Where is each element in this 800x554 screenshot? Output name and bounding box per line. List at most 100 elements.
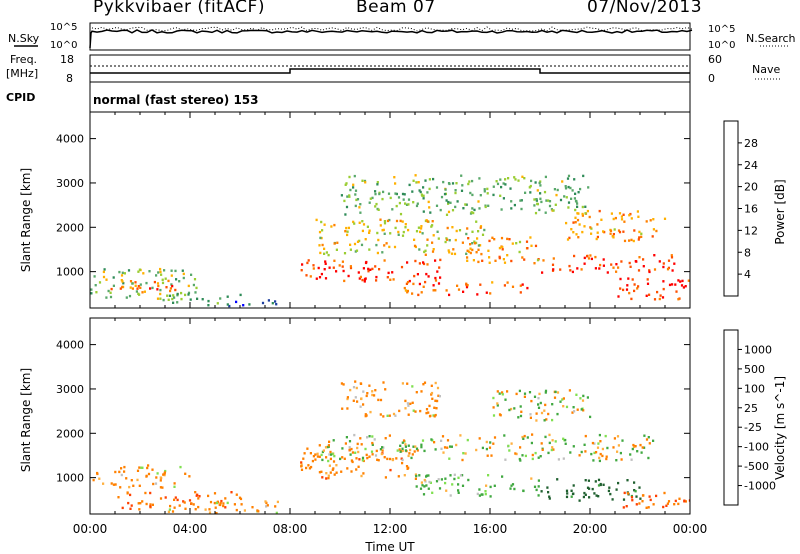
data-cell xyxy=(429,481,432,484)
data-cell xyxy=(173,506,176,509)
data-cell xyxy=(103,268,106,271)
data-cell xyxy=(159,292,162,296)
data-cell xyxy=(355,457,358,460)
data-cell xyxy=(449,201,452,204)
data-cell xyxy=(578,223,581,226)
data-cell xyxy=(169,287,172,290)
data-cell xyxy=(368,435,371,438)
colorbar-tick: 8 xyxy=(744,246,751,259)
data-cell xyxy=(368,248,371,251)
data-cell xyxy=(656,290,659,294)
data-cell xyxy=(468,180,471,183)
data-cell xyxy=(335,248,338,251)
data-cell xyxy=(580,408,583,411)
data-cell xyxy=(457,483,460,486)
data-cell xyxy=(112,483,115,486)
data-cell xyxy=(566,238,570,241)
data-cell xyxy=(478,437,481,440)
data-cell xyxy=(581,214,584,217)
data-cell xyxy=(300,468,304,471)
data-cell xyxy=(156,472,159,475)
data-cell xyxy=(587,479,590,482)
data-cell xyxy=(470,211,473,214)
data-cell xyxy=(371,435,374,438)
data-cell xyxy=(386,276,389,279)
data-cell xyxy=(335,464,338,467)
data-cell xyxy=(523,392,527,395)
data-cell xyxy=(583,443,586,446)
data-cell xyxy=(457,489,460,492)
data-cell xyxy=(192,283,195,287)
data-cell xyxy=(451,209,455,212)
data-cell xyxy=(415,485,418,488)
data-cell xyxy=(629,265,632,268)
data-cell xyxy=(605,457,608,461)
data-cell xyxy=(575,233,578,236)
data-cell xyxy=(643,446,646,449)
data-cell xyxy=(190,502,193,505)
data-cell xyxy=(608,486,611,489)
data-cell xyxy=(420,390,423,393)
data-cell xyxy=(373,438,376,441)
data-cell xyxy=(500,208,503,211)
data-cell xyxy=(597,484,601,487)
data-cell xyxy=(411,453,414,456)
data-cell xyxy=(362,403,365,406)
nsky-right-tick-top: 10^5 xyxy=(708,24,735,35)
data-cell xyxy=(466,227,469,230)
data-cell xyxy=(107,289,110,293)
data-cell xyxy=(455,182,458,185)
data-cell xyxy=(535,199,538,202)
data-cell xyxy=(266,504,269,507)
date-title: 07/Nov/2013 xyxy=(587,0,703,17)
data-cell xyxy=(529,236,532,239)
data-cell xyxy=(559,268,562,271)
data-cell xyxy=(137,292,140,295)
data-cell xyxy=(651,235,654,238)
data-cell xyxy=(343,279,346,283)
data-cell xyxy=(389,196,392,200)
data-cell xyxy=(159,267,162,271)
data-cell xyxy=(581,230,584,234)
data-cell xyxy=(355,249,359,252)
data-cell xyxy=(350,447,353,451)
data-cell xyxy=(582,174,585,178)
data-cell xyxy=(404,289,407,292)
data-cell xyxy=(422,285,425,288)
data-cell xyxy=(583,225,586,228)
data-cell xyxy=(662,287,665,291)
data-cell xyxy=(382,446,385,449)
data-cell xyxy=(543,419,546,422)
data-cell xyxy=(501,393,504,396)
data-cell xyxy=(274,300,277,303)
data-cell xyxy=(121,280,124,283)
data-cell xyxy=(533,198,536,201)
data-cell xyxy=(345,436,348,439)
data-cell xyxy=(319,251,322,255)
data-cell xyxy=(667,500,671,503)
data-cell xyxy=(323,223,326,226)
x-tick-labels: 00:00 04:00 08:00 12:00 16:00 20:00 00:00 xyxy=(73,522,708,536)
data-cell xyxy=(602,483,605,486)
data-cell xyxy=(440,195,444,199)
data-cell xyxy=(625,505,628,508)
data-cell xyxy=(518,389,521,393)
data-cell xyxy=(587,186,590,189)
data-cell xyxy=(556,391,560,394)
data-cell xyxy=(492,396,495,400)
data-cell xyxy=(424,249,427,252)
data-cell xyxy=(414,445,417,448)
data-cell xyxy=(407,454,410,458)
data-cell xyxy=(346,233,349,237)
data-cell xyxy=(411,190,414,193)
data-cell xyxy=(544,211,547,214)
data-cell xyxy=(634,445,637,448)
data-cell xyxy=(584,493,587,496)
data-cell xyxy=(596,446,600,449)
data-cell xyxy=(576,218,580,222)
data-cell xyxy=(507,177,510,180)
data-cell xyxy=(544,175,547,179)
data-cell xyxy=(508,408,511,412)
data-cell xyxy=(523,434,526,438)
data-cell xyxy=(401,220,404,223)
